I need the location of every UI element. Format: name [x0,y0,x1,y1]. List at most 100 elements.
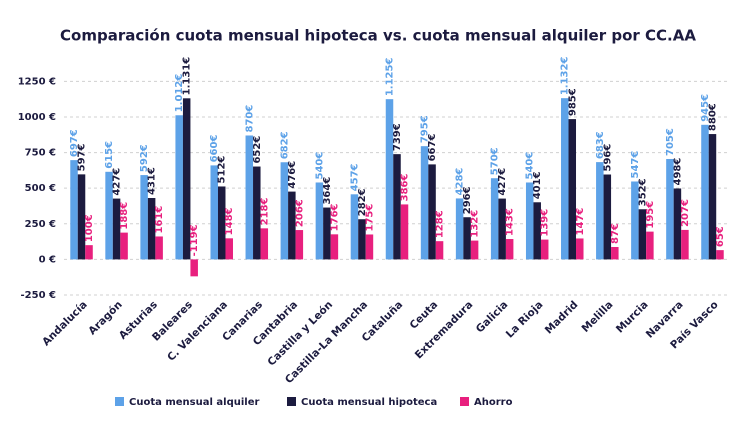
legend-swatch [115,397,124,406]
value-label: 540€ [525,152,536,180]
x-tick-label: C. Valenciana [165,299,230,364]
bar [155,236,163,260]
bar [350,194,359,260]
legend-label: Ahorro [474,397,513,408]
value-label: 739€ [392,123,403,151]
bar [708,134,717,260]
bar [175,115,183,260]
value-label: 795€ [420,115,431,143]
bar [568,119,577,260]
x-tick-label: Madrid [543,299,581,337]
y-tick-label: 500 € [25,183,56,194]
value-label: 195€ [645,201,656,229]
bar [147,198,156,260]
x-tick-label: Castilla y León [265,299,335,369]
value-label: 512€ [217,156,228,184]
chart-title: Comparación cuota mensual hipoteca vs. c… [60,27,696,45]
bar [463,217,471,260]
bar [638,209,647,260]
value-label: 161€ [154,206,165,234]
bar [701,124,709,260]
legend-swatch [287,397,296,406]
bar [428,164,436,260]
y-tick-label: 250 € [25,219,56,230]
bar [70,160,78,260]
value-label: 364€ [322,177,333,205]
bar [190,259,198,277]
bar [576,238,584,260]
legend-label: Cuota mensual hipoteca [301,397,437,408]
value-label: 945€ [700,94,711,122]
value-label: 1.131€ [182,57,193,96]
value-label: 697€ [69,129,80,157]
bar [112,198,121,260]
value-label: 188€ [119,202,130,230]
bar [561,98,569,260]
bar [505,239,514,260]
y-tick-label: -250 € [21,290,57,301]
value-label: 592€ [139,144,150,172]
value-label: 667€ [427,134,438,162]
bar [400,204,409,260]
value-label: 427€ [497,168,508,196]
bar [455,198,464,260]
bar [525,182,534,260]
bar [681,229,689,260]
x-tick-label: La Rioja [504,299,546,341]
bar [210,165,218,260]
bar [365,234,374,260]
bar [540,239,549,260]
y-tick-label: 1000 € [18,112,56,123]
x-tick-label: Ceuta [407,299,440,332]
bar [120,232,128,260]
value-label: 100€ [84,214,95,242]
value-label: 1.132€ [560,57,571,96]
value-label: 428€ [455,168,466,196]
bar [673,188,682,260]
value-label: 596€ [602,144,613,172]
bar [225,238,233,260]
value-label: 705€ [665,128,676,156]
value-label: 660€ [209,135,220,163]
bar [596,162,604,260]
value-label: 870€ [244,105,255,133]
value-label: 431€ [147,167,158,195]
value-label: 175€ [364,204,375,232]
bar [470,240,479,260]
value-label: 427€ [112,168,123,196]
value-label: 652€ [252,136,263,164]
bar [217,186,226,260]
value-label: 476€ [287,161,298,189]
value-label: 128€ [435,210,446,238]
x-tick-label: Melilla [579,299,615,335]
value-label: 139€ [540,209,551,237]
value-label: 176€ [329,203,340,231]
value-label: 547€ [630,151,641,179]
bar [330,234,339,260]
bar [533,202,541,260]
bar [288,191,296,260]
bar [716,250,724,260]
legend-swatch [460,397,469,406]
bar [85,245,93,260]
value-label: 206€ [294,199,305,227]
value-label: 132€ [470,210,481,238]
value-label: 683€ [595,131,606,159]
value-label: 65€ [715,226,726,247]
bar [631,181,639,260]
value-label: 1.012€ [174,74,185,113]
value-label: 570€ [490,147,501,175]
bar [666,158,674,260]
value-label: 1.125€ [385,58,396,97]
value-label: 148€ [224,207,235,235]
value-label: 352€ [637,178,648,206]
value-label: 540€ [314,152,325,180]
bar [280,162,289,260]
bar [315,182,324,260]
value-label: 498€ [672,158,683,186]
value-label: 615€ [104,141,115,169]
bar [646,231,654,260]
y-tick-label: 750 € [25,148,56,159]
bar [140,175,148,260]
value-label: 386€ [400,174,411,202]
